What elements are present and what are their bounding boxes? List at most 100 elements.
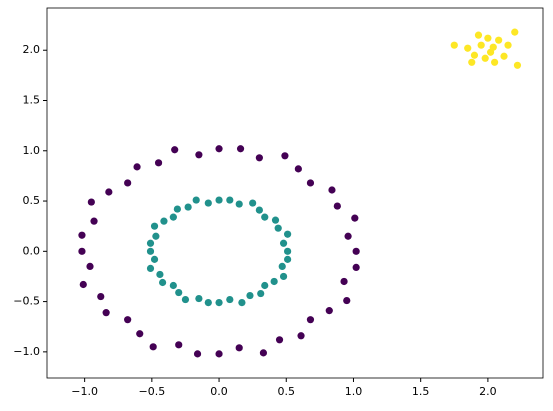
- point: [270, 277, 278, 286]
- point: [238, 298, 246, 307]
- point: [150, 222, 159, 230]
- point: [152, 232, 160, 240]
- point: [495, 36, 503, 44]
- y-tick-label: −0.5: [13, 295, 40, 308]
- point: [340, 277, 348, 286]
- point: [192, 196, 200, 204]
- point: [215, 298, 223, 307]
- point: [204, 298, 212, 307]
- x-tick-label: 0.0: [210, 385, 228, 398]
- x-tick-label: 0.5: [278, 385, 296, 398]
- point: [511, 28, 519, 36]
- point: [175, 288, 183, 297]
- point: [351, 214, 359, 222]
- y-tick-label: 0.5: [23, 194, 41, 207]
- point: [491, 58, 499, 66]
- point: [215, 145, 223, 153]
- y-tick-label: −1.0: [13, 345, 40, 358]
- point: [181, 295, 190, 304]
- point: [275, 336, 284, 344]
- point: [215, 350, 223, 358]
- point: [513, 61, 522, 69]
- point: [235, 344, 243, 352]
- point: [261, 213, 269, 221]
- point: [158, 278, 167, 287]
- point: [278, 262, 286, 270]
- point: [195, 294, 203, 303]
- point: [97, 292, 105, 301]
- point: [169, 281, 177, 290]
- x-tick-label: −0.5: [138, 385, 165, 398]
- point: [464, 44, 472, 52]
- y-tick-label: 2.0: [23, 43, 41, 56]
- point: [124, 179, 132, 187]
- point: [297, 332, 305, 340]
- point: [195, 151, 203, 159]
- point: [474, 31, 483, 39]
- point: [325, 307, 333, 315]
- point: [271, 216, 280, 224]
- point: [489, 43, 497, 51]
- point: [484, 34, 492, 42]
- x-tick-label: 1.0: [345, 385, 363, 398]
- point: [450, 41, 458, 49]
- point: [504, 41, 512, 49]
- point: [154, 159, 163, 167]
- point: [279, 239, 288, 247]
- point: [193, 350, 202, 358]
- point: [87, 198, 95, 206]
- point: [259, 349, 268, 357]
- point: [169, 213, 177, 221]
- point: [294, 165, 302, 173]
- point: [226, 196, 234, 204]
- plot-frame: [46, 7, 544, 379]
- point: [146, 264, 155, 273]
- point: [352, 247, 360, 255]
- point: [160, 217, 168, 225]
- point: [105, 188, 113, 196]
- point: [279, 272, 288, 281]
- point: [173, 205, 181, 213]
- point: [284, 255, 292, 263]
- point: [184, 203, 192, 211]
- point: [306, 179, 315, 187]
- point: [146, 247, 155, 255]
- point: [90, 217, 98, 225]
- point: [133, 163, 141, 171]
- point: [255, 154, 263, 162]
- point: [156, 270, 164, 279]
- point: [306, 316, 315, 324]
- x-tick-label: 1.5: [412, 385, 430, 398]
- point: [281, 152, 289, 160]
- point: [343, 296, 351, 305]
- point: [333, 202, 341, 210]
- point: [344, 232, 352, 240]
- point: [284, 247, 292, 255]
- y-tick-label: 1.0: [23, 144, 41, 157]
- point: [204, 199, 212, 207]
- x-tick-label: 2.0: [479, 385, 497, 398]
- point: [284, 230, 292, 238]
- point: [255, 206, 263, 214]
- point: [235, 200, 243, 208]
- point: [78, 247, 86, 255]
- y-tick-label: 0.0: [23, 244, 41, 257]
- point: [150, 255, 159, 263]
- point: [236, 145, 245, 153]
- point: [149, 343, 157, 351]
- point: [124, 316, 132, 324]
- point: [136, 330, 144, 338]
- point: [79, 280, 87, 289]
- point: [78, 231, 86, 239]
- point: [246, 291, 254, 300]
- point: [171, 146, 179, 154]
- point: [102, 309, 110, 317]
- point: [274, 224, 282, 232]
- point: [175, 341, 183, 349]
- point: [468, 58, 476, 66]
- x-tick-label: −1.0: [71, 385, 98, 398]
- point: [470, 51, 479, 59]
- point: [352, 263, 360, 272]
- point: [261, 281, 269, 290]
